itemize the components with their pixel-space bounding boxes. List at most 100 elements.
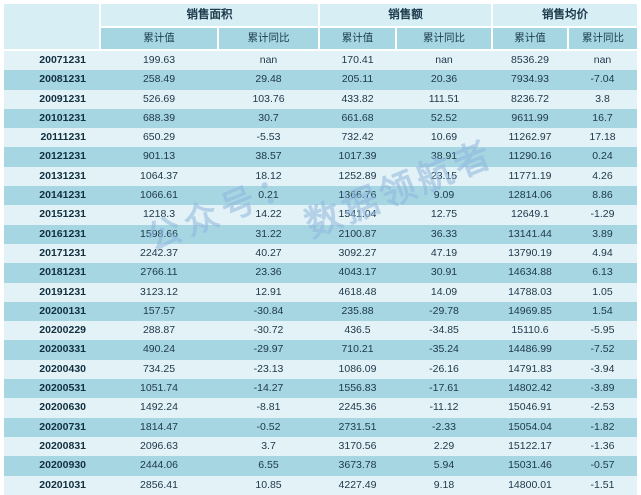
table-cell: 15031.46 <box>492 456 568 476</box>
row-index-cell: 20200229 <box>4 321 100 341</box>
table-cell: 13141.44 <box>492 224 568 244</box>
table-cell: 433.82 <box>319 89 396 109</box>
table-cell: 0.21 <box>218 186 319 206</box>
table-cell: 14969.85 <box>492 301 568 322</box>
header-index-corner <box>4 4 101 51</box>
header-group-row: 销售面积 销售额 销售均价 <box>4 4 637 51</box>
table-cell: -35.24 <box>396 340 492 360</box>
table-cell: 526.69 <box>100 89 218 109</box>
table-cell: 258.49 <box>100 70 218 90</box>
row-index-cell: 20200430 <box>4 359 100 380</box>
row-index-cell: 20200930 <box>4 456 100 476</box>
table-row: 20200430 734.25 -23.13 1086.09 -26.16 14791.8… <box>4 359 637 380</box>
table-row: 20200630 1492.24 -8.81 2245.36 -11.12 15046.9… <box>4 398 637 418</box>
table-cell: -3.89 <box>568 379 637 399</box>
table-cell: 4618.48 <box>319 282 396 302</box>
table-cell: 3123.12 <box>100 282 218 302</box>
table-row: 20200229 288.87 -30.72 436.5 -34.85 15110.6 -5… <box>4 321 637 341</box>
table-cell: 1252.89 <box>319 166 396 187</box>
table-cell: 11290.16 <box>492 147 568 167</box>
table-cell: 650.29 <box>100 128 218 148</box>
table-row: 20200930 2444.06 6.55 3673.78 5.94 15031.46 -0… <box>4 456 637 476</box>
table-cell: 8.86 <box>568 186 637 206</box>
table-row: 20071231 199.63 nan 170.41 nan 8536.29 nan <box>4 50 637 71</box>
table-cell: 12649.1 <box>492 205 568 225</box>
table-cell: -23.13 <box>218 359 319 380</box>
header-group-avg-price: 销售均价 <box>492 4 637 28</box>
table-cell: -1.82 <box>568 417 637 437</box>
table-cell: -1.29 <box>568 205 637 225</box>
table-row: 20081231 258.49 29.48 205.11 20.36 7934.93 -7.… <box>4 70 637 90</box>
row-index-cell: 20151231 <box>4 205 100 225</box>
header-sub-price-yoy: 累计同比 <box>568 27 637 51</box>
table-cell: 1086.09 <box>319 359 396 380</box>
table-cell: 14.22 <box>218 205 319 225</box>
table-cell: nan <box>218 50 319 71</box>
table-row: 20201031 2856.41 10.85 4227.49 9.18 14800.01-… <box>4 475 637 495</box>
table-cell: 2100.87 <box>319 224 396 244</box>
row-index-cell: 20131231 <box>4 166 100 187</box>
row-index-cell: 20121231 <box>4 147 100 167</box>
table-cell: 1541.04 <box>319 205 396 225</box>
table-cell: 2245.36 <box>319 398 396 418</box>
header-sub-price-cumulative: 累计值 <box>492 27 569 51</box>
table-cell: 4.94 <box>568 243 637 264</box>
row-index-cell: 20111231 <box>4 128 100 148</box>
table-row: 20161231 1598.66 31.22 2100.87 36.33 13141.44… <box>4 224 637 244</box>
table-cell: 199.63 <box>100 50 218 71</box>
table-cell: -3.94 <box>568 359 637 380</box>
table-cell: 4.26 <box>568 166 637 187</box>
table-cell: 11771.19 <box>492 166 568 187</box>
table-cell: 111.51 <box>396 89 492 109</box>
table-cell: 15122.17 <box>492 436 568 457</box>
table-cell: 38.57 <box>218 147 319 167</box>
header-group-sales-area: 销售面积 <box>100 4 320 28</box>
table-row: 20091231 526.69 103.76 433.82 111.51 8236.72 3… <box>4 89 637 109</box>
table-cell: 2444.06 <box>100 456 218 476</box>
table-cell: -0.57 <box>568 456 637 476</box>
row-index-cell: 20200331 <box>4 340 100 360</box>
table-page: 销售面积 销售额 销售均价 累计值 累计同比 累计值 累计同比 累计值 累计同比… <box>4 4 637 495</box>
table-cell: -14.27 <box>218 379 319 399</box>
table-cell: 20.36 <box>396 70 492 90</box>
table-cell: 490.24 <box>100 340 218 360</box>
table-cell: 15110.6 <box>492 321 568 341</box>
table-cell: 1556.83 <box>319 379 396 399</box>
table-cell: 47.19 <box>396 243 492 264</box>
table-cell: 14.09 <box>396 282 492 302</box>
table-cell: 12.91 <box>218 282 319 302</box>
table-cell: 31.22 <box>218 224 319 244</box>
table-cell: 4043.17 <box>319 263 396 283</box>
table-cell: 2766.11 <box>100 263 218 283</box>
table-body: 20071231 199.63 nan 170.41 nan 8536.29 nan 2008… <box>4 50 637 495</box>
table-cell: 661.68 <box>319 108 396 129</box>
table-cell: 4227.49 <box>319 475 396 495</box>
row-index-cell: 20200630 <box>4 398 100 418</box>
table-cell: 14788.03 <box>492 282 568 302</box>
table-cell: -7.52 <box>568 340 637 360</box>
table-cell: 13790.19 <box>492 243 568 264</box>
table-cell: -7.04 <box>568 70 637 90</box>
table-cell: 732.42 <box>319 128 396 148</box>
table-cell: 1051.74 <box>100 379 218 399</box>
table-cell: -30.84 <box>218 301 319 322</box>
table-cell: 1492.24 <box>100 398 218 418</box>
table-cell: 3673.78 <box>319 456 396 476</box>
row-index-cell: 20071231 <box>4 50 100 71</box>
table-cell: 36.33 <box>396 224 492 244</box>
table-row: 20200531 1051.74 -14.27 1556.83 -17.61 14802.… <box>4 379 637 399</box>
table-cell: -11.12 <box>396 398 492 418</box>
table-cell: nan <box>568 50 637 71</box>
table-cell: 1218.3 <box>100 205 218 225</box>
table-cell: 38.91 <box>396 147 492 167</box>
table-cell: 1066.61 <box>100 186 218 206</box>
table-cell: 7934.93 <box>492 70 568 90</box>
table-cell: 3092.27 <box>319 243 396 264</box>
table-cell: 2731.51 <box>319 417 396 437</box>
table-cell: 40.27 <box>218 243 319 264</box>
table-cell: -17.61 <box>396 379 492 399</box>
table-row: 20200731 1814.47 -0.52 2731.51 -2.33 15054.04… <box>4 417 637 437</box>
table-cell: 15046.91 <box>492 398 568 418</box>
table-cell: nan <box>396 50 492 71</box>
table-cell: 734.25 <box>100 359 218 380</box>
